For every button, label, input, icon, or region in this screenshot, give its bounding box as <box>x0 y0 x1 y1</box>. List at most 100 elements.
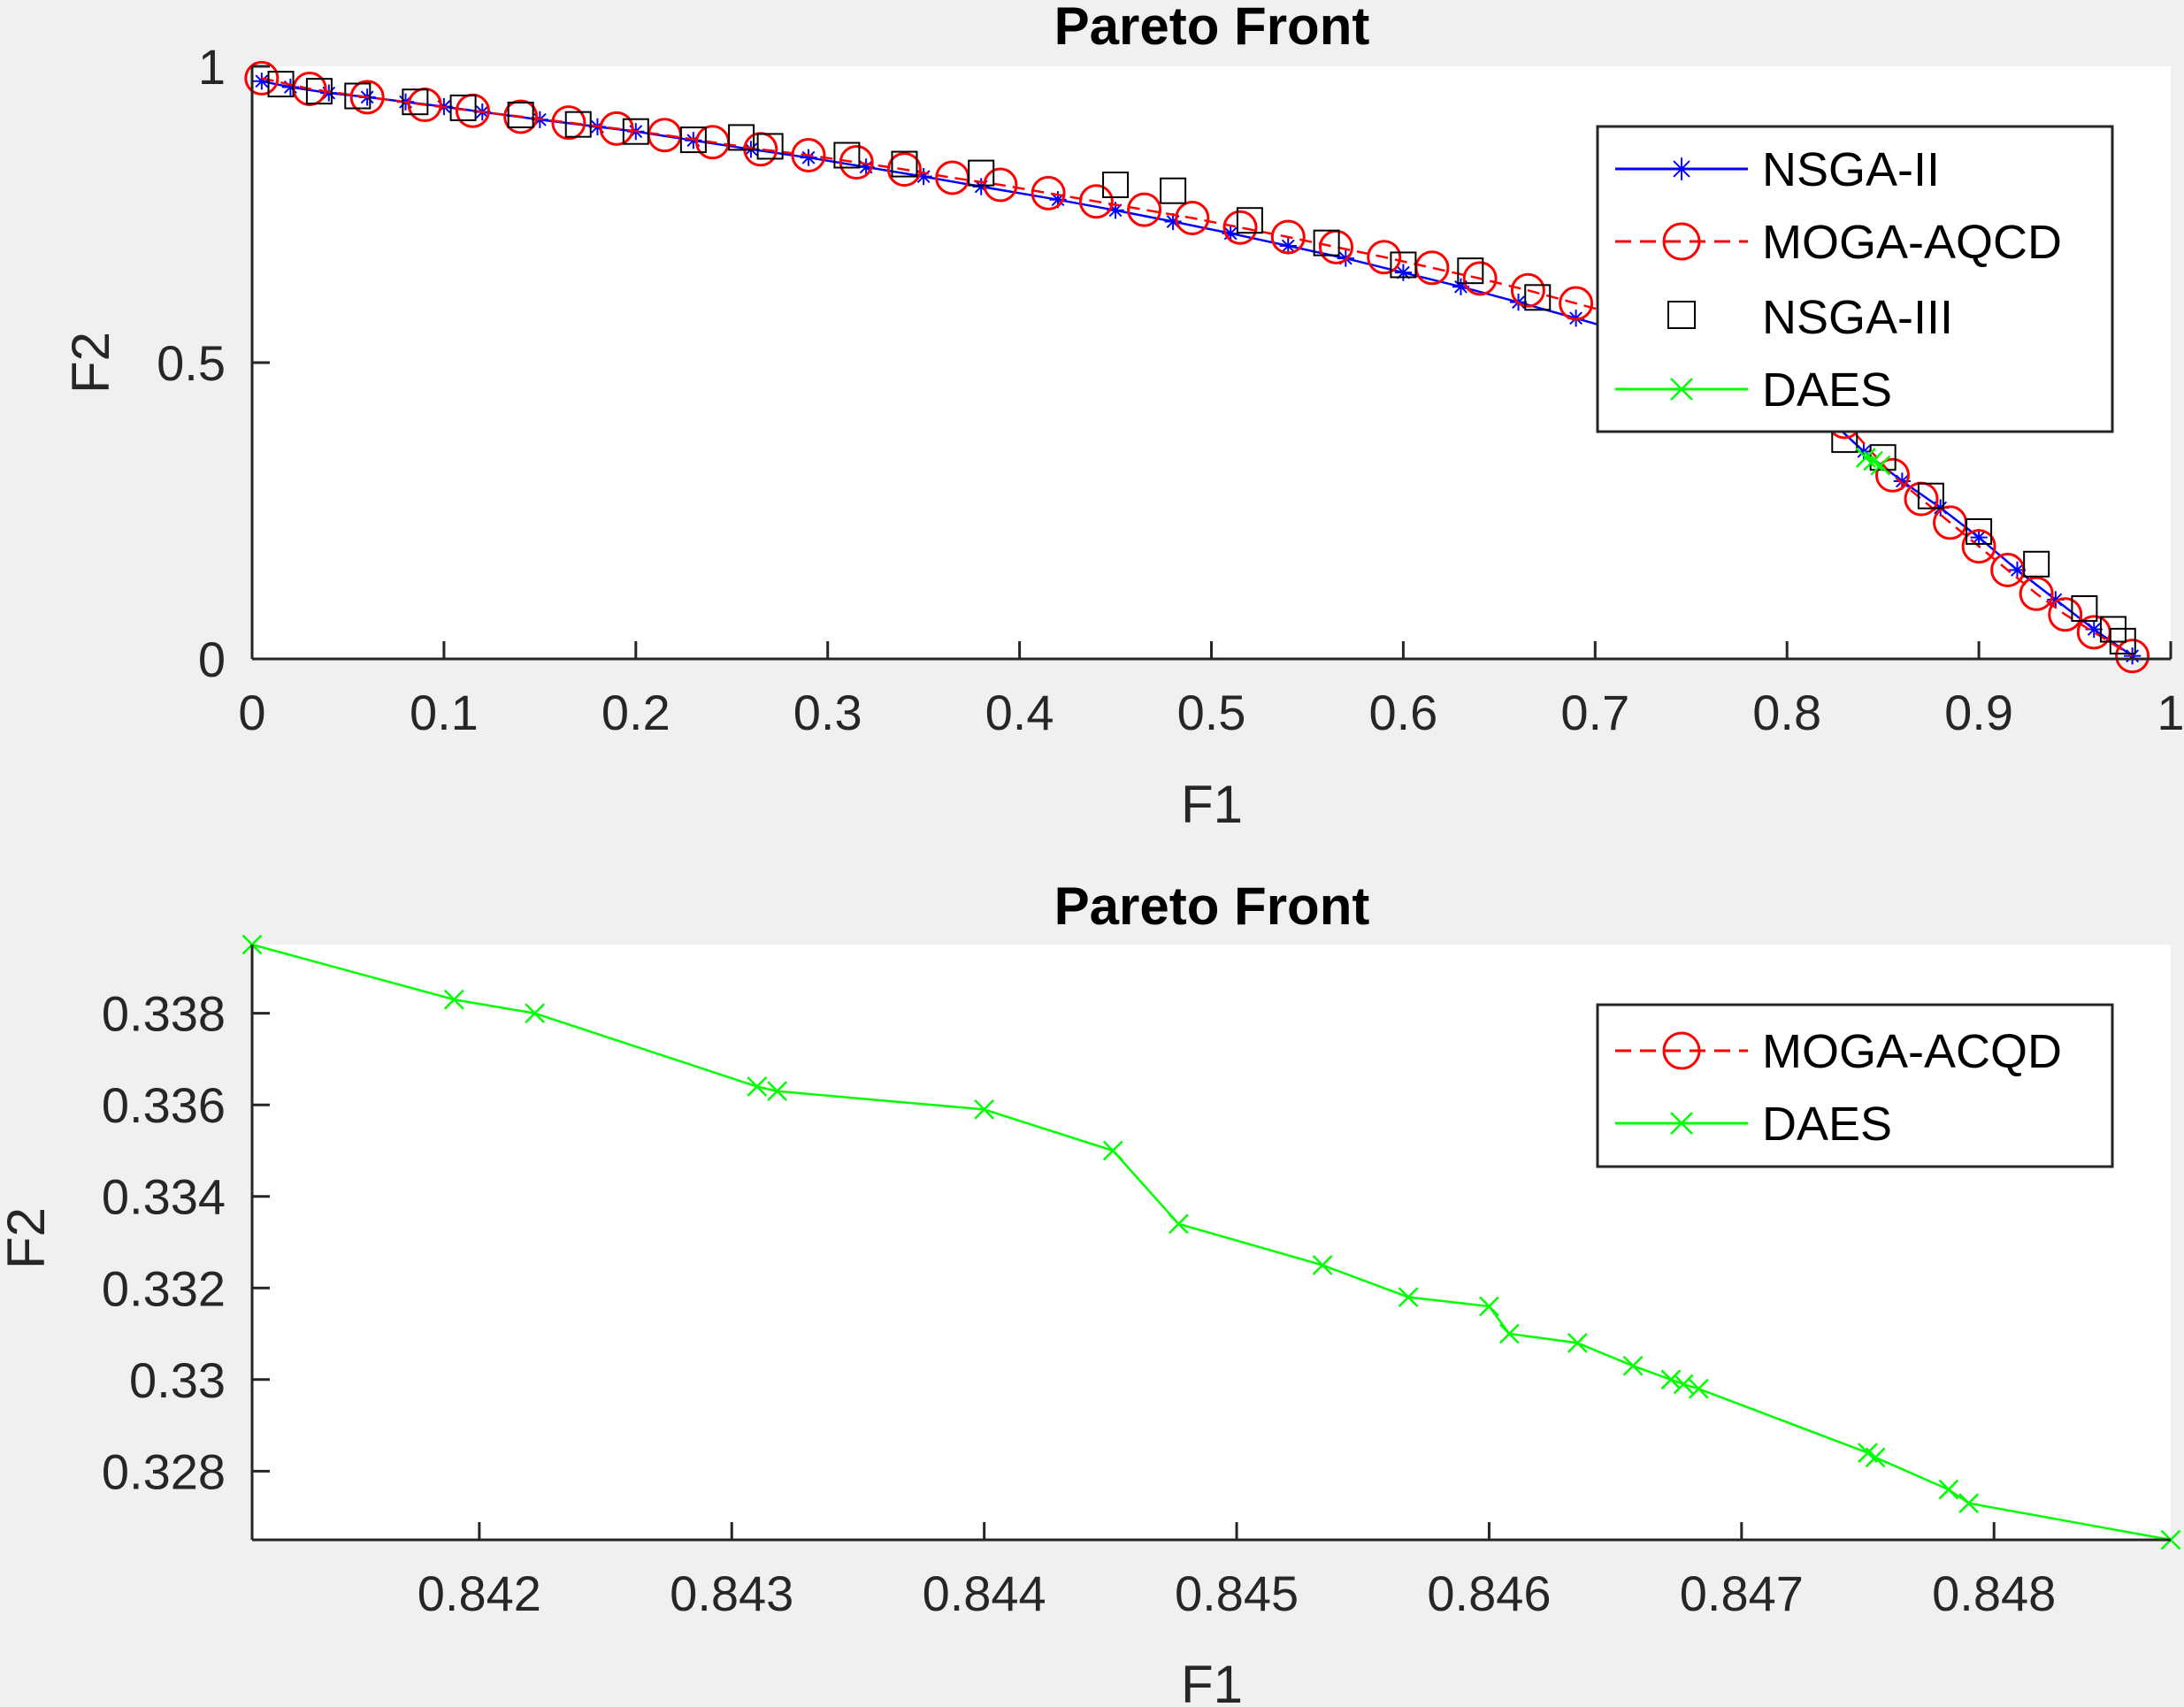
top-point-nsga-iii <box>1390 251 1417 279</box>
top-point-nsga-iii <box>305 78 333 105</box>
top-series-line-moga-aqcd <box>261 77 2134 657</box>
top-point-nsga-iii <box>756 133 784 160</box>
bottom-point-daes <box>1865 1447 1886 1468</box>
bottom-x-tick-label: 0.843 <box>670 1565 793 1621</box>
top-point-nsga-iii <box>1457 257 1484 285</box>
top-point-moga-aqcd <box>1175 201 1210 236</box>
legend-label-nsga-ii: NSGA-II <box>1762 143 1940 196</box>
top-point-moga-aqcd <box>1270 219 1306 255</box>
top-point-nsga-iii <box>728 124 755 151</box>
top-point-nsga-ii <box>2047 591 2065 609</box>
bottom-legend: MOGA-ACQD DAES <box>1596 1003 2114 1168</box>
bottom-x-axis-label: F1 <box>1181 1655 1243 1707</box>
bottom-y-axis-label: F2 <box>0 1207 56 1269</box>
top-x-tick-label: 0 <box>238 685 265 740</box>
legend-marker-moga-aqcd <box>1662 222 1701 261</box>
top-y-tick-label: 0.5 <box>157 335 226 391</box>
bottom-plot-title: Pareto Front <box>1054 876 1370 936</box>
legend-symbol-daes-bottom <box>1670 1112 1693 1135</box>
bottom-y-tick-label: 0.334 <box>102 1169 226 1225</box>
top-point-nsga-iii <box>2023 550 2050 578</box>
bottom-point-daes <box>525 1003 546 1024</box>
top-point-nsga-ii <box>1394 264 1412 281</box>
bottom-point-daes <box>443 989 464 1010</box>
bottom-point-daes <box>1398 1287 1419 1308</box>
top-y-tick-label: 0 <box>198 632 226 687</box>
top-point-nsga-iii <box>968 159 995 187</box>
top-point-nsga-ii <box>915 168 932 186</box>
legend-label-moga-aqcd: MOGA-AQCD <box>1762 216 2062 269</box>
legend-label-nsga-iii: NSGA-III <box>1762 291 1953 344</box>
top-legend-box <box>1596 125 2114 433</box>
top-plot-title: Pareto Front <box>1054 0 1370 56</box>
legend-symbol-moga-aqcd <box>1662 222 1701 261</box>
top-point-nsga-iii <box>402 88 429 116</box>
top-point-moga-aqcd <box>2019 576 2054 611</box>
legend-marker-moga-acqd <box>1662 1031 1701 1070</box>
bottom-tick-group: 0.842 0.843 0.844 0.845 0.846 0.847 0.848 0.328… <box>102 986 2056 1621</box>
bottom-x-tick-label: 0.846 <box>1427 1565 1551 1621</box>
legend-symbol-nsga-ii <box>1670 157 1693 180</box>
top-point-moga-aqcd <box>1559 286 1594 321</box>
bottom-x-tick-label: 0.845 <box>1175 1565 1299 1621</box>
top-point-nsga-ii <box>1970 529 1988 547</box>
top-x-tick-label: 0.6 <box>1368 685 1437 740</box>
top-point-moga-aqcd <box>1961 529 1996 564</box>
legend-marker-daes-bottom <box>1670 1112 1693 1135</box>
top-point-moga-aqcd <box>1078 184 1114 219</box>
legend-label-daes: DAES <box>1762 364 1892 417</box>
top-point-moga-aqcd <box>599 111 634 146</box>
top-point-nsga-ii <box>857 158 875 176</box>
bottom-point-daes <box>1688 1378 1709 1399</box>
top-x-tick-label: 0.1 <box>410 685 479 740</box>
bottom-plot: 0.842 0.843 0.844 0.845 0.846 0.847 0.848 0.328… <box>0 876 2181 1707</box>
top-point-nsga-iii <box>344 82 372 110</box>
top-point-nsga-ii <box>281 78 299 96</box>
bottom-y-tick-label: 0.338 <box>102 986 226 1042</box>
top-legend: NSGA-II MOGA-AQCD NSGA-III DAES <box>1596 125 2114 433</box>
top-x-tick-label: 0.2 <box>602 685 671 740</box>
top-x-tick-label: 0.3 <box>793 685 862 740</box>
top-point-moga-aqcd <box>1031 175 1066 211</box>
top-point-moga-aqcd <box>551 105 586 141</box>
bottom-legend-box <box>1596 1003 2114 1168</box>
top-point-nsga-iii <box>1160 177 1187 204</box>
top-point-nsga-ii <box>1279 237 1297 255</box>
top-point-nsga-ii <box>972 178 990 195</box>
top-point-moga-aqcd <box>1222 210 1258 245</box>
bottom-point-daes <box>1169 1213 1189 1235</box>
top-point-daes <box>1855 448 1876 468</box>
bottom-point-daes <box>1498 1323 1520 1344</box>
top-point-moga-aqcd <box>886 152 922 188</box>
bottom-y-tick-label: 0.33 <box>129 1352 226 1408</box>
bottom-point-daes <box>747 1076 768 1097</box>
legend-label-daes-bottom: DAES <box>1762 1098 1892 1151</box>
bottom-point-daes <box>1479 1296 1499 1317</box>
bottom-point-daes <box>1660 1369 1682 1390</box>
top-point-nsga-ii <box>2085 620 2103 639</box>
top-point-moga-aqcd <box>349 80 385 115</box>
top-y-axis-label: F2 <box>61 332 120 394</box>
top-point-nsga-iii <box>1917 482 1944 509</box>
bottom-point-daes <box>1673 1374 1694 1395</box>
top-point-moga-aqcd <box>1510 272 1545 308</box>
legend-symbol-moga-acqd <box>1662 1031 1701 1070</box>
top-x-tick-label: 0.5 <box>1177 685 1246 740</box>
top-point-nsga-iii <box>622 118 649 145</box>
bottom-point-daes <box>1622 1355 1644 1376</box>
bottom-point-daes <box>1312 1254 1333 1275</box>
bottom-point-daes <box>1102 1140 1123 1161</box>
top-point-nsga-iii <box>1313 229 1340 256</box>
top-point-nsga-ii <box>1049 191 1067 209</box>
top-point-nsga-iii <box>679 126 707 154</box>
top-x-tick-label: 1 <box>2157 685 2184 740</box>
bottom-x-tick-label: 0.844 <box>923 1565 1046 1621</box>
legend-marker-nsga-iii <box>1667 301 1696 329</box>
bottom-x-tick-label: 0.842 <box>418 1565 541 1621</box>
top-point-moga-aqcd <box>1462 261 1498 296</box>
top-point-nsga-iii <box>564 111 592 138</box>
top-point-nsga-ii <box>1452 278 1470 295</box>
top-tick-group: 0 0.1 0.2 0.3 0.4 0.5 0.6 0.7 0.8 0.9 1 0 0.5 1 <box>157 39 2184 740</box>
top-point-nsga-ii <box>1222 225 1239 242</box>
bottom-x-tick-label: 0.847 <box>1680 1565 1804 1621</box>
